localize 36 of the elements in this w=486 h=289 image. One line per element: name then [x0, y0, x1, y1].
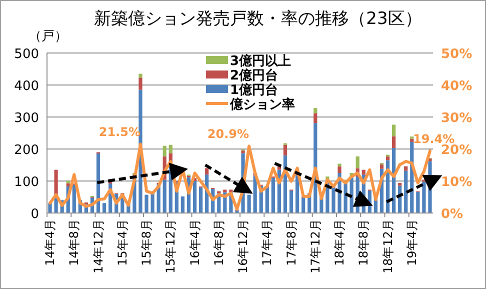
legend-label: 億ション率	[229, 96, 295, 112]
y-tick-label: 400	[14, 79, 39, 94]
y2-tick-label: 20%	[441, 143, 472, 158]
x-tick-label: 18年4月	[332, 219, 347, 266]
x-tick-label: 17年4月	[260, 219, 274, 266]
legend-label: 1億円台	[230, 82, 278, 98]
x-tick-label: 14年12月	[91, 219, 106, 274]
y2-tick-label: 10%	[441, 175, 472, 190]
y-tick-label: 300	[14, 111, 39, 126]
data-label: 20.9%	[207, 127, 250, 142]
x-tick-label: 16年8月	[212, 219, 226, 266]
x-tick-label: 18年8月	[356, 219, 371, 266]
x-tick-label: 17年8月	[284, 219, 298, 266]
x-tick-label: 17年12月	[308, 219, 322, 274]
y-tick-label: 500	[14, 47, 39, 62]
chart-title: 新築億ション発売戸数・率の推移（23区）	[94, 9, 422, 29]
x-tick-label: 14年8月	[67, 219, 82, 266]
x-tick-label: 15年4月	[115, 219, 130, 266]
x-tick-label: 15年12月	[164, 219, 178, 274]
y2-tick-label: 0%	[441, 207, 464, 222]
x-tick-label: 14年4月	[43, 219, 58, 266]
data-label: 19.4%	[413, 132, 455, 146]
x-tick-label: 16年12月	[236, 219, 250, 274]
x-tick-label: 19年4月	[404, 219, 419, 266]
y-tick-label: 100	[14, 175, 39, 190]
y-tick-label: 200	[14, 143, 39, 158]
y2-tick-label: 50%	[441, 47, 472, 62]
y2-tick-label: 30%	[441, 111, 472, 126]
y-axis-title: （戸）	[28, 29, 68, 44]
y-tick-label: 0	[30, 207, 39, 222]
legend-label: 2億円台	[230, 68, 278, 84]
x-tick-label: 16年4月	[188, 219, 202, 266]
x-tick-label: 18年12月	[380, 219, 395, 274]
y2-tick-label: 40%	[441, 79, 472, 94]
x-tick-label: 15年8月	[140, 219, 154, 266]
legend-label: 3億円以上	[230, 53, 292, 69]
